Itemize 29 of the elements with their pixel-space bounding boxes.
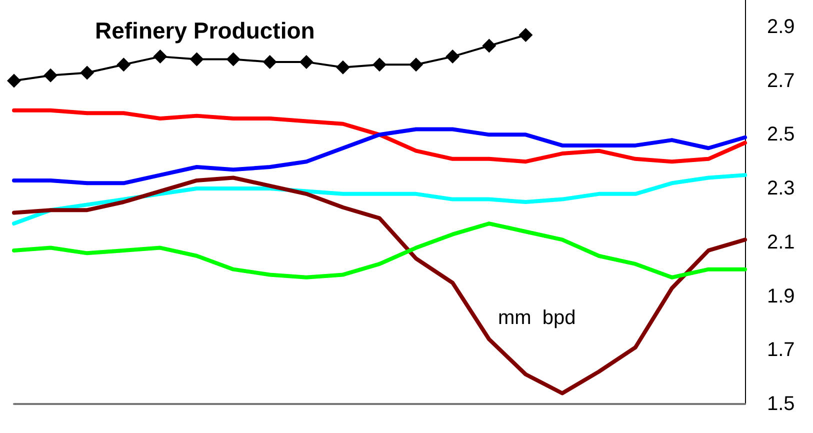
y-tick-label: 1.5: [767, 393, 795, 415]
point: [190, 52, 204, 66]
point: [372, 58, 386, 72]
y-tick-label: 1.9: [767, 285, 795, 308]
point: [482, 38, 496, 53]
y-tick-label: 1.7: [767, 339, 795, 362]
point: [518, 28, 533, 42]
point: [226, 52, 240, 66]
point: [153, 50, 168, 64]
y-tick-label: 2.5: [767, 124, 795, 146]
point: [262, 54, 277, 69]
line-series: [12, 127, 747, 186]
y-tick-label: 2.7: [767, 70, 795, 92]
point: [299, 54, 314, 69]
y-tick-label: 2.3: [767, 178, 795, 200]
point: [446, 50, 460, 64]
y-tick-label: 2.9: [767, 16, 795, 38]
line-series: [12, 108, 747, 164]
annotation: mm bpd: [498, 307, 576, 329]
point: [409, 58, 424, 72]
point: [116, 58, 131, 72]
point: [336, 60, 350, 74]
point: [80, 66, 94, 80]
point: [44, 68, 58, 82]
line-series: [12, 222, 747, 280]
point: [7, 74, 21, 88]
text: Refinery Production: [95, 18, 315, 44]
line-series: [12, 176, 747, 396]
y-tick-label: 2.1: [767, 231, 795, 254]
